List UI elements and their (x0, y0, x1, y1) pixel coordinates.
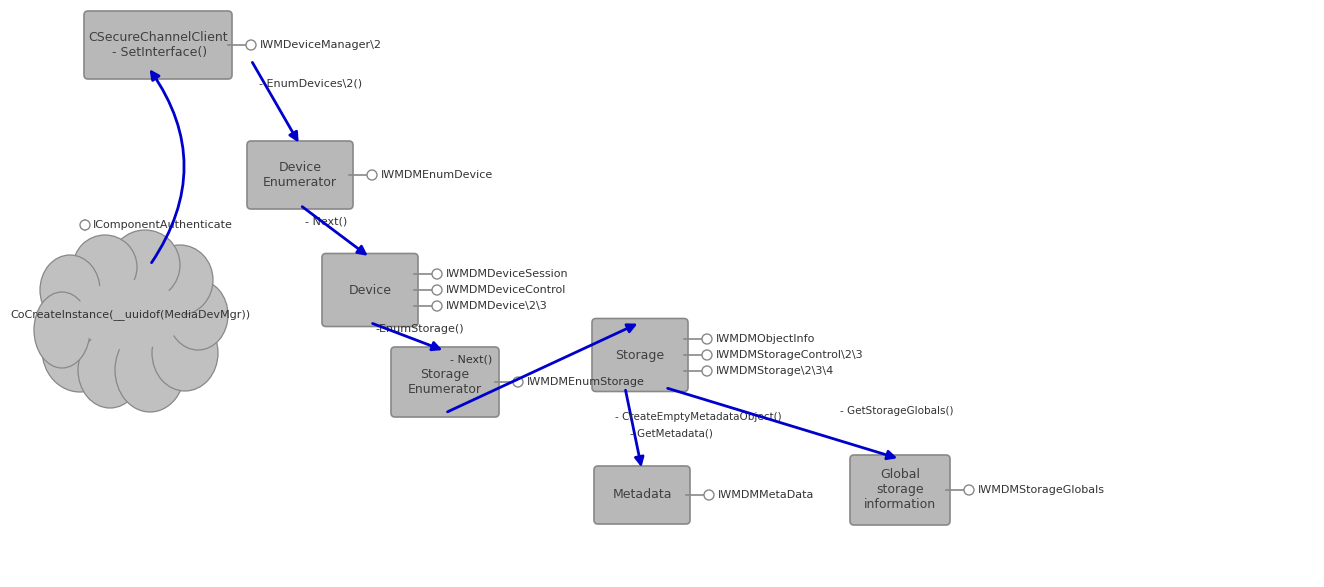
Ellipse shape (40, 255, 101, 325)
Circle shape (964, 485, 974, 495)
FancyBboxPatch shape (322, 254, 418, 326)
FancyBboxPatch shape (391, 347, 499, 417)
Circle shape (79, 220, 90, 230)
FancyBboxPatch shape (83, 11, 232, 79)
Text: - GetStorageGlobals(): - GetStorageGlobals() (839, 406, 953, 416)
Circle shape (702, 366, 712, 376)
Text: IWMDMStorageControl\2\3: IWMDMStorageControl\2\3 (716, 350, 863, 360)
Text: - EnumDevices\2(): - EnumDevices\2() (260, 78, 363, 88)
Text: Device: Device (348, 284, 392, 296)
Text: CSecureChannelClient
 - SetInterface(): CSecureChannelClient - SetInterface() (89, 31, 228, 59)
FancyBboxPatch shape (248, 141, 354, 209)
Ellipse shape (110, 230, 180, 300)
Text: Storage
Enumerator: Storage Enumerator (408, 368, 482, 396)
Ellipse shape (73, 235, 136, 299)
Ellipse shape (73, 235, 136, 299)
Ellipse shape (70, 275, 191, 355)
Ellipse shape (110, 230, 180, 300)
Text: IWMDMObjectInfo: IWMDMObjectInfo (716, 334, 816, 344)
Text: Metadata: Metadata (612, 488, 671, 501)
Ellipse shape (147, 245, 213, 315)
Text: IWMDMMetaData: IWMDMMetaData (718, 490, 814, 500)
Circle shape (702, 334, 712, 344)
Circle shape (432, 285, 442, 295)
Circle shape (704, 490, 714, 500)
Text: Storage: Storage (616, 349, 665, 362)
Ellipse shape (115, 328, 185, 412)
Circle shape (246, 40, 256, 50)
Text: IWMDMStorageGlobals: IWMDMStorageGlobals (978, 485, 1106, 495)
Text: - CreateEmptyMetadataObject(): - CreateEmptyMetadataObject() (616, 411, 781, 421)
Text: IWMDeviceManager\2: IWMDeviceManager\2 (260, 40, 383, 50)
Text: IWMDMDeviceControl: IWMDMDeviceControl (446, 285, 567, 295)
Ellipse shape (168, 280, 228, 350)
Ellipse shape (42, 308, 118, 392)
Text: - Next(): - Next() (305, 216, 347, 226)
Text: IWMDMEnumDevice: IWMDMEnumDevice (381, 170, 494, 180)
Circle shape (432, 269, 442, 279)
Ellipse shape (34, 292, 90, 368)
FancyBboxPatch shape (594, 466, 690, 524)
Text: - GetMetadata(): - GetMetadata() (630, 429, 712, 438)
FancyBboxPatch shape (592, 319, 688, 392)
Circle shape (432, 301, 442, 311)
Circle shape (367, 170, 377, 180)
Ellipse shape (147, 245, 213, 315)
Text: IWMDMEnumStorage: IWMDMEnumStorage (527, 377, 645, 387)
Ellipse shape (168, 280, 228, 350)
Ellipse shape (40, 255, 101, 325)
FancyBboxPatch shape (850, 455, 951, 525)
Ellipse shape (115, 328, 185, 412)
Ellipse shape (152, 315, 218, 391)
Ellipse shape (42, 308, 118, 392)
Text: Global
storage
information: Global storage information (865, 468, 936, 511)
Text: IWMDMDeviceSession: IWMDMDeviceSession (446, 269, 568, 279)
Text: - Next(): - Next() (450, 355, 493, 365)
Text: CoCreateInstance(__uuidof(MediaDevMgr)): CoCreateInstance(__uuidof(MediaDevMgr)) (11, 309, 250, 321)
Text: -EnumStorage(): -EnumStorage() (375, 324, 463, 334)
Text: IWMDMDevice\2\3: IWMDMDevice\2\3 (446, 301, 548, 311)
Circle shape (512, 377, 523, 387)
Text: IComponentAuthenticate: IComponentAuthenticate (93, 220, 233, 230)
Text: Device
Enumerator: Device Enumerator (263, 161, 338, 189)
Text: IWMDMStorage\2\3\4: IWMDMStorage\2\3\4 (716, 366, 834, 376)
Ellipse shape (75, 280, 184, 350)
Ellipse shape (78, 332, 142, 408)
Circle shape (702, 350, 712, 360)
Ellipse shape (34, 292, 90, 368)
Ellipse shape (78, 332, 142, 408)
Ellipse shape (152, 315, 218, 391)
